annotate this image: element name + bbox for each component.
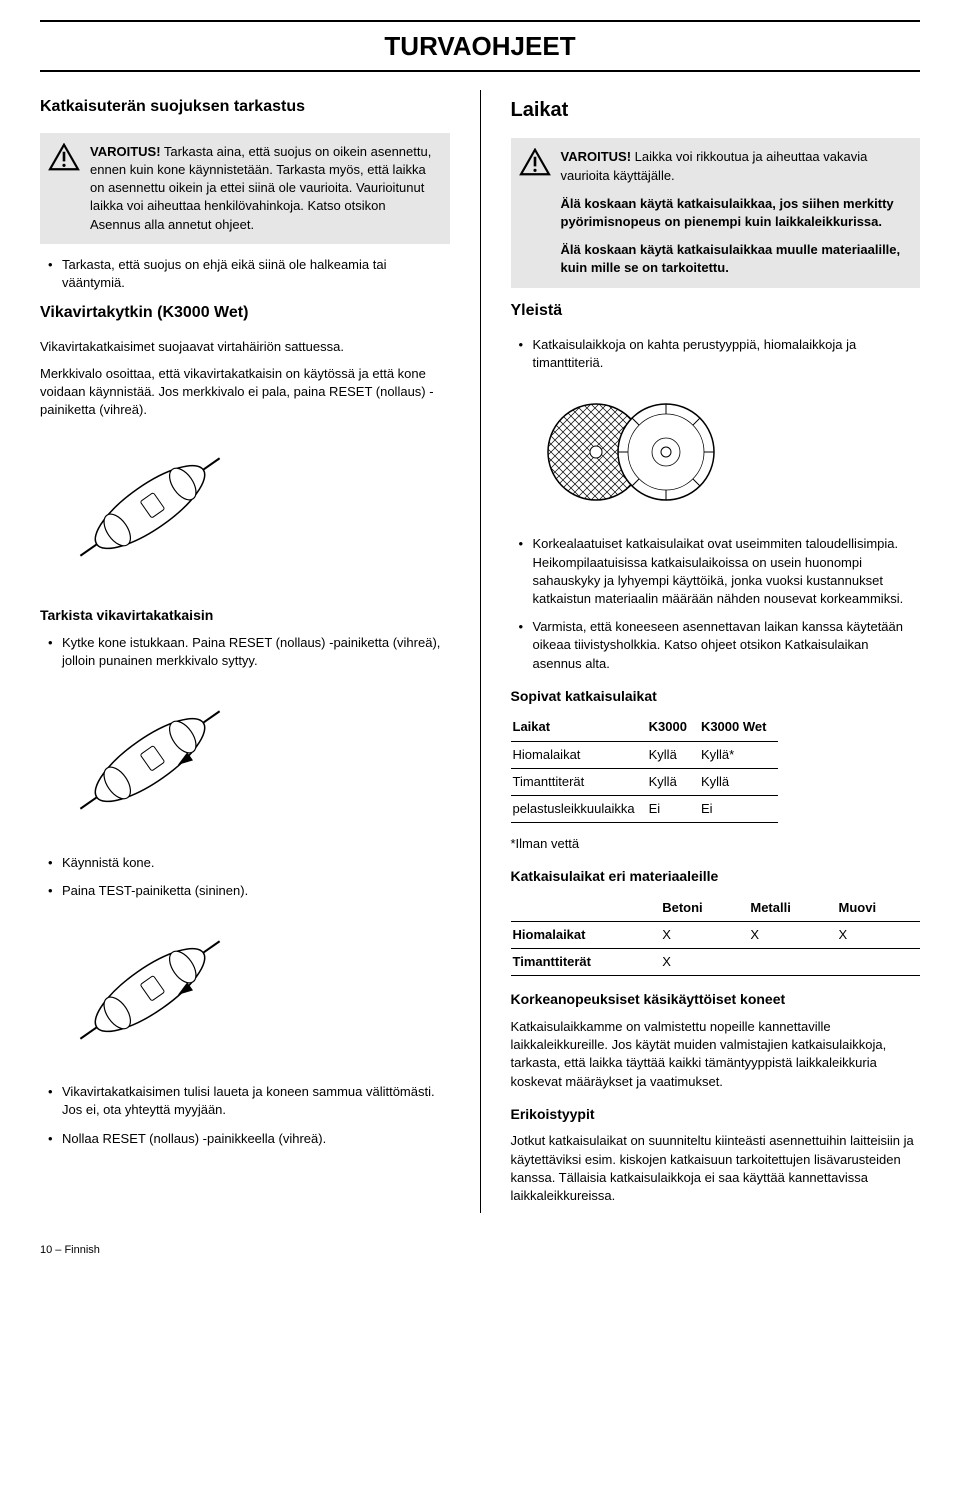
t2-r2c2: X <box>660 949 748 976</box>
warning-box-1: VAROITUS! Tarkasta aina, että suojus on … <box>40 133 450 244</box>
warning-box-2: VAROITUS! Laikka voi rikkoutua ja aiheut… <box>511 138 921 287</box>
plug-image-3 <box>60 920 240 1060</box>
column-divider <box>480 90 481 1213</box>
t1-h3: K3000 Wet <box>699 714 779 741</box>
bullet-y2: Korkealaatuiset katkaisulaikat ovat usei… <box>511 535 921 608</box>
table-materials: Betoni Metalli Muovi Hiomalaikat X X X T… <box>511 895 921 977</box>
bullet-check-guard: Tarkasta, että suojus on ehjä eikä siinä… <box>40 256 450 292</box>
t1-r3c1: pelastusleikkuulaikka <box>511 795 647 822</box>
bullet-tark-1: Kytke kone istukkaan. Paina RESET (nolla… <box>40 634 450 670</box>
heading-sopivat: Sopivat katkaisulaikat <box>511 687 921 707</box>
t2-r1c1: Hiomalaikat <box>511 922 661 949</box>
table-sopivat: Laikat K3000 K3000 Wet Hiomalaikat Kyllä… <box>511 714 779 823</box>
vika-p2: Merkkivalo osoittaa, että vikavirtakatka… <box>40 365 450 420</box>
bullet-y3: Varmista, että koneeseen asennettavan la… <box>511 618 921 673</box>
t1-r2c2: Kyllä <box>647 768 699 795</box>
warning2-l1: VAROITUS! Laikka voi rikkoutua ja aiheut… <box>561 148 909 184</box>
warning2-l2: Älä koskaan käytä katkaisulaikkaa, jos s… <box>561 195 909 231</box>
bullet-test: Paina TEST-painiketta (sininen). <box>40 882 450 900</box>
bullet-start: Käynnistä kone. <box>40 854 450 872</box>
warning1-text: VAROITUS! Tarkasta aina, että suojus on … <box>90 143 438 234</box>
warning-icon <box>519 148 551 176</box>
heading-erikois: Erikoistyypit <box>511 1105 921 1125</box>
bullet-trip: Vikavirtakatkaisimen tulisi laueta ja ko… <box>40 1083 450 1119</box>
vika-p1: Vikavirtakatkaisimet suojaavat virtahäir… <box>40 338 450 356</box>
page-title: TURVAOHJEET <box>40 20 920 72</box>
warning-icon <box>48 143 80 171</box>
t1-r1c1: Hiomalaikat <box>511 741 647 768</box>
note-ilman: *Ilman vettä <box>511 835 921 853</box>
t2-h1 <box>511 895 661 922</box>
t2-r2c3 <box>748 949 836 976</box>
t2-r2c4 <box>837 949 920 976</box>
t1-h2: K3000 <box>647 714 699 741</box>
t1-r1c3: Kyllä* <box>699 741 779 768</box>
plug-image-2 <box>60 690 240 830</box>
plug-image-1 <box>60 437 240 577</box>
left-column: Katkaisuterän suojuksen tarkastus VAROIT… <box>40 90 450 1213</box>
t2-h4: Muovi <box>837 895 920 922</box>
heading-vikavirta: Vikavirtakytkin (K3000 Wet) <box>40 302 450 324</box>
t1-h1: Laikat <box>511 714 647 741</box>
page-footer: 10 – Finnish <box>40 1243 920 1258</box>
t1-r3c2: Ei <box>647 795 699 822</box>
t2-r2c1: Timanttiterät <box>511 949 661 976</box>
heading-eri: Katkaisulaikat eri materiaaleille <box>511 867 921 887</box>
heading-check: Katkaisuterän suojuksen tarkastus <box>40 96 450 118</box>
warning2-l3: Älä koskaan käytä katkaisulaikkaa muulle… <box>561 241 909 277</box>
t1-r3c3: Ei <box>699 795 779 822</box>
t2-h2: Betoni <box>660 895 748 922</box>
bullet-y1: Katkaisulaikkoja on kahta perustyyppiä, … <box>511 336 921 372</box>
t2-r1c3: X <box>748 922 836 949</box>
heading-tarkista: Tarkista vikavirtakatkaisin <box>40 606 450 626</box>
t2-r1c2: X <box>660 922 748 949</box>
t1-r2c1: Timanttiterät <box>511 768 647 795</box>
p-korkea: Katkaisulaikkamme on valmistettu nopeill… <box>511 1018 921 1091</box>
t2-h3: Metalli <box>748 895 836 922</box>
heading-laikat: Laikat <box>511 96 921 124</box>
discs-image <box>531 392 731 512</box>
p-erikois: Jotkut katkaisulaikat on suunniteltu kii… <box>511 1132 921 1205</box>
t1-r2c3: Kyllä <box>699 768 779 795</box>
heading-korkea: Korkeanopeuksiset käsikäyttöiset koneet <box>511 990 921 1010</box>
t1-r1c2: Kyllä <box>647 741 699 768</box>
bullet-reset: Nollaa RESET (nollaus) -painikkeella (vi… <box>40 1130 450 1148</box>
right-column: Laikat VAROITUS! Laikka voi rikkoutua ja… <box>511 90 921 1213</box>
heading-yleista: Yleistä <box>511 300 921 322</box>
t2-r1c4: X <box>837 922 920 949</box>
